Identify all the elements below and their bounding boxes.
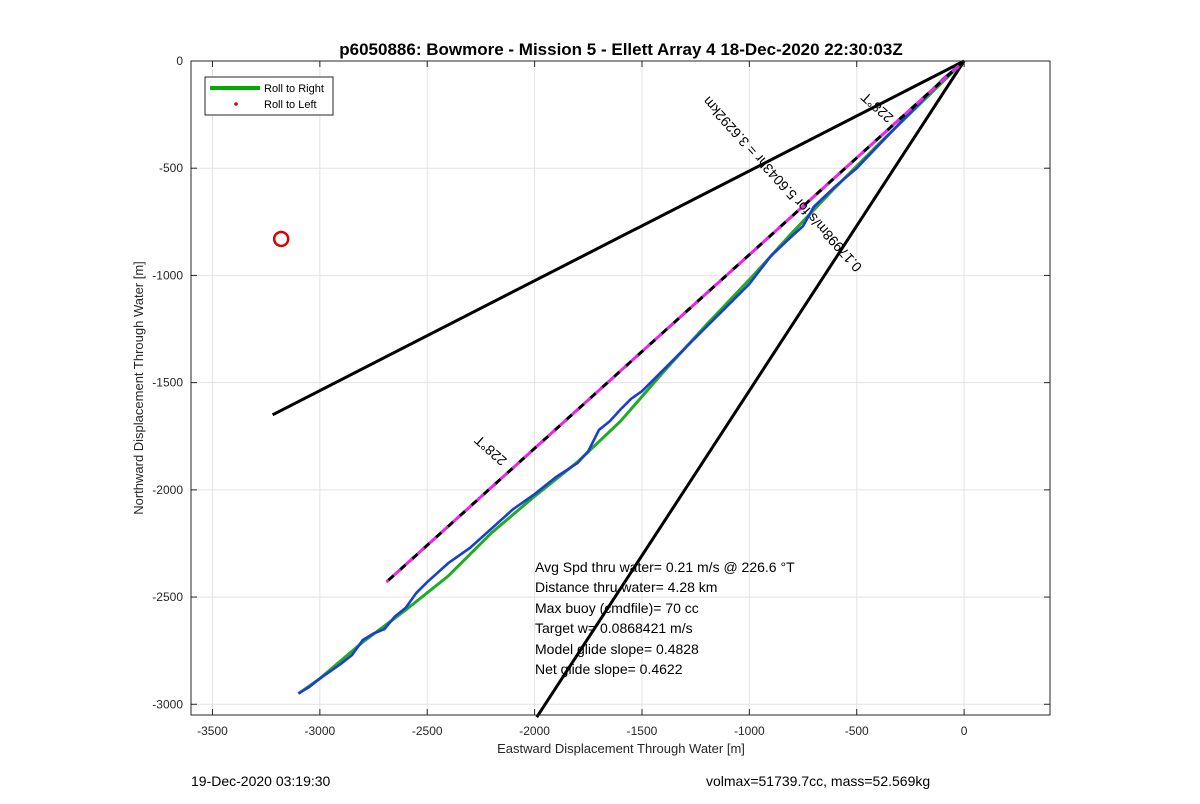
series-heading xyxy=(385,59,966,584)
x-tick-label: -1500 xyxy=(627,724,658,738)
y-tick-label: -500 xyxy=(159,161,183,175)
stat-target-w: Target w= 0.0868421 m/s xyxy=(535,620,693,636)
legend-label-roll-left: Roll to Left xyxy=(264,99,317,111)
series-track xyxy=(297,60,965,695)
stat-net-glide: Net glide slope= 0.4622 xyxy=(535,661,683,677)
x-axis-label: Eastward Displacement Through Water [m] xyxy=(497,741,745,756)
stat-model-glide: Model glide slope= 0.4828 xyxy=(535,641,699,657)
x-tick-label: -500 xyxy=(845,724,869,738)
stat-distance: Distance thru water= 4.28 km xyxy=(535,579,717,595)
x-tick-label: -2500 xyxy=(412,724,443,738)
plot-frame xyxy=(190,60,1051,716)
legend-box xyxy=(204,76,334,116)
stat-max-buoy: Max buoy (cmdfile)= 70 cc xyxy=(535,600,699,616)
footer-timestamp: 19-Dec-2020 03:19:30 xyxy=(191,773,331,789)
x-tick-label: -3500 xyxy=(197,724,228,738)
legend: Roll to Right Roll to Left xyxy=(204,76,334,116)
footer-vehicle-info: volmax=51739.7cc, mass=52.569kg xyxy=(706,773,931,789)
stat-avg-speed: Avg Spd thru water= 0.21 m/s @ 226.6 °T xyxy=(535,559,795,575)
y-tick-label: -3000 xyxy=(152,697,183,711)
y-tick-label: 0 xyxy=(176,54,183,68)
series-layer xyxy=(297,59,966,695)
y-axis-label: Northward Displacement Through Water [m] xyxy=(131,261,146,515)
plot-area xyxy=(191,61,1050,715)
reference-line xyxy=(535,60,966,718)
reference-lines xyxy=(271,59,966,718)
y-tick-label: -1500 xyxy=(152,376,183,390)
x-tick-label: -1000 xyxy=(734,724,765,738)
tick-layer: -3500 -3000 -2500 -2000 -1500 -1000 -500 0 0 -500… xyxy=(152,54,1050,738)
target-marker xyxy=(272,230,290,248)
y-tick-label: -2500 xyxy=(152,590,183,604)
legend-swatch-roll-left xyxy=(234,102,238,106)
stats-block: Avg Spd thru water= 0.21 m/s @ 226.6 °T … xyxy=(535,559,795,677)
x-tick-label: -2000 xyxy=(519,724,550,738)
y-tick-label: -2000 xyxy=(152,483,183,497)
reference-line xyxy=(271,59,965,417)
x-tick-label: 0 xyxy=(961,724,968,738)
x-tick-label: -3000 xyxy=(304,724,335,738)
legend-label-roll-right: Roll to Right xyxy=(264,83,324,95)
y-tick-label: -1000 xyxy=(152,268,183,282)
marker-layer xyxy=(272,230,290,248)
chart-title: p6050886: Bowmore - Mission 5 - Ellett A… xyxy=(339,40,902,59)
